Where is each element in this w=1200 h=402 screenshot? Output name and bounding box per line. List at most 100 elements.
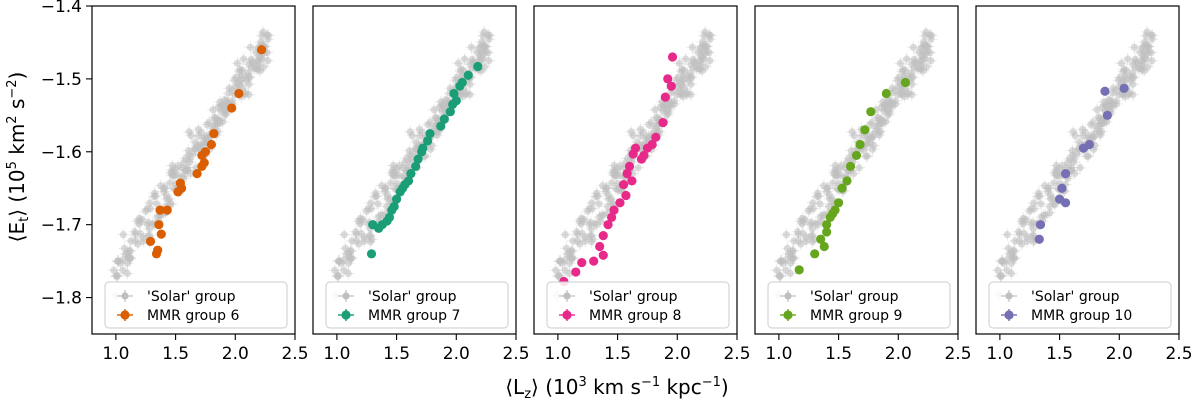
solar-point <box>679 92 687 101</box>
legend-solar-marker <box>121 292 129 300</box>
solar-point <box>814 221 822 229</box>
mmr-point <box>819 241 829 252</box>
mmr-point <box>851 150 862 161</box>
x-tick-label: 2.0 <box>664 344 691 364</box>
solar-point <box>1076 164 1084 172</box>
solar-point <box>439 101 447 109</box>
legend-box <box>325 281 509 329</box>
solar-point <box>627 128 635 136</box>
solar-point <box>113 273 121 281</box>
mmr-point <box>1057 183 1067 193</box>
solar-point <box>357 229 365 238</box>
solar-point <box>585 220 593 228</box>
legend-solar-marker <box>563 292 571 300</box>
solar-point <box>1144 43 1152 51</box>
mmr-point <box>391 194 402 204</box>
mmr-point <box>621 190 631 201</box>
solar-point <box>1089 118 1097 127</box>
solar-point <box>395 171 403 179</box>
solar-point <box>1010 255 1018 263</box>
solar-point <box>894 91 902 99</box>
solar-point <box>405 147 414 155</box>
x-tick-label: 1.0 <box>544 344 571 364</box>
y-tick-label: −1.7 <box>41 216 82 236</box>
solar-point <box>862 152 870 160</box>
solar-point <box>675 59 683 67</box>
solar-point <box>454 59 462 67</box>
solar-group-points <box>770 25 938 302</box>
legend-mmr-marker <box>341 310 351 320</box>
solar-point <box>588 199 596 207</box>
solar-point <box>1068 147 1077 155</box>
solar-point <box>825 191 834 199</box>
solar-point <box>1120 66 1128 74</box>
x-tick-label: 2.5 <box>502 344 529 364</box>
solar-group-points <box>549 25 717 302</box>
solar-point <box>1115 91 1123 99</box>
solar-point <box>830 168 838 177</box>
solar-point <box>260 63 268 71</box>
solar-point <box>1003 231 1011 239</box>
x-tick-label: 1.0 <box>323 344 350 364</box>
solar-point <box>682 55 690 63</box>
mmr-point <box>651 132 661 142</box>
solar-point <box>240 55 248 63</box>
solar-point <box>236 66 244 74</box>
solar-point <box>855 164 863 172</box>
mmr-point <box>660 92 670 102</box>
legend-solar-marker <box>784 292 792 300</box>
solar-point <box>161 184 169 192</box>
solar-point <box>136 229 144 238</box>
solar-point <box>799 229 807 238</box>
mmr-point <box>411 161 421 171</box>
legend-mmr-marker <box>783 310 793 320</box>
solar-point <box>1102 101 1110 109</box>
x-tick-label: 1.5 <box>383 344 410 364</box>
solar-point <box>608 179 616 187</box>
legend: 'Solar' group MMR group 6 <box>104 281 288 329</box>
legend-solar-marker <box>1005 292 1013 300</box>
solar-point <box>360 237 368 245</box>
solar-point <box>1124 55 1132 63</box>
solar-point <box>1121 92 1129 101</box>
solar-point <box>589 235 597 243</box>
panel-frame <box>312 5 517 335</box>
solar-point <box>244 69 252 77</box>
solar-point <box>345 249 353 257</box>
solar-point <box>383 191 392 199</box>
solar-point <box>647 118 655 127</box>
solar-point <box>825 202 833 211</box>
mmr-point <box>395 187 405 197</box>
solar-point <box>927 35 935 43</box>
legend: 'Solar' group MMR group 9 <box>767 281 951 329</box>
solar-point <box>786 269 794 278</box>
solar-point <box>809 205 817 213</box>
solar-point <box>1083 152 1091 160</box>
mmr-point <box>666 81 676 91</box>
solar-point <box>481 43 489 51</box>
solar-point <box>876 127 885 136</box>
solar-point <box>389 161 397 170</box>
solar-point <box>467 43 475 51</box>
solar-point <box>634 164 642 172</box>
mmr-point <box>845 161 856 171</box>
mmr-point <box>1078 143 1089 153</box>
solar-point <box>1003 256 1011 264</box>
solar-point <box>382 184 390 192</box>
solar-point <box>917 61 925 69</box>
legend-box <box>988 281 1172 329</box>
x-tick-label: 1.5 <box>825 344 852 364</box>
solar-point <box>616 162 624 170</box>
mmr-point <box>1119 83 1129 93</box>
solar-point <box>225 89 233 97</box>
solar-point <box>1046 202 1054 211</box>
solar-point <box>659 107 667 115</box>
solar-point <box>374 200 382 208</box>
solar-point <box>994 266 1002 274</box>
legend-mmr-label: MMR group 10 <box>1031 308 1132 324</box>
y-tick-label: −1.8 <box>41 289 82 309</box>
mmr-point <box>256 45 267 55</box>
mmr-point <box>417 147 427 157</box>
solar-point <box>182 167 190 175</box>
solar-point <box>927 57 935 65</box>
